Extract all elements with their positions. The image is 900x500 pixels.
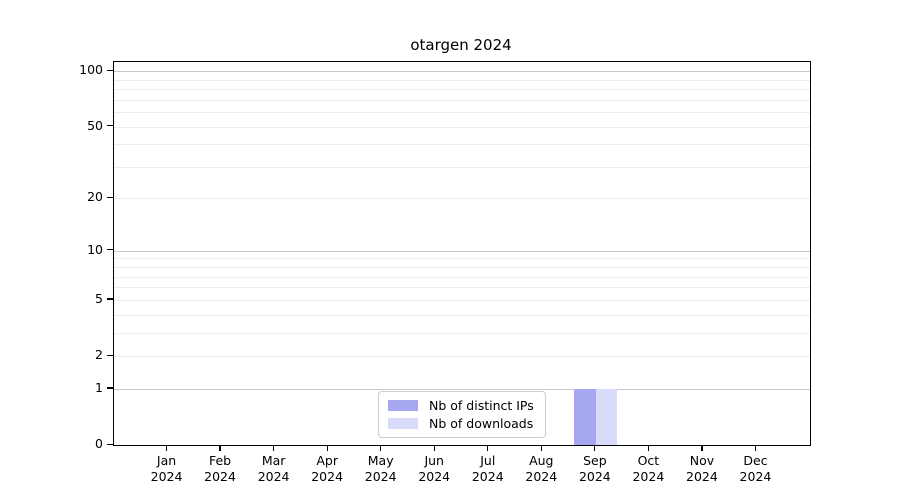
x-tick-label-apr: Apr 2024 <box>311 453 344 484</box>
gridline-minor-60 <box>114 112 810 114</box>
x-tick-jul <box>487 445 489 451</box>
x-tick-label-mar: Mar 2024 <box>257 453 290 484</box>
x-tick-label-oct: Oct 2024 <box>632 453 665 484</box>
y-tick-50 <box>107 125 113 127</box>
plot-area: Nb of distinct IPs Nb of downloads <box>113 61 811 446</box>
gridline-major-10 <box>114 250 810 252</box>
y-tick-0 <box>107 443 113 445</box>
x-tick-feb <box>219 445 221 451</box>
legend-label-downloads: Nb of downloads <box>429 416 534 431</box>
legend-item-downloads: Nb of downloads <box>388 416 536 431</box>
gridline-minor-4 <box>114 314 810 316</box>
x-tick-label-nov: Nov 2024 <box>686 453 718 484</box>
gridline-minor-6 <box>114 287 810 289</box>
x-tick-jun <box>433 445 435 451</box>
x-tick-label-may: May 2024 <box>364 453 397 484</box>
x-tick-may <box>380 445 382 451</box>
x-tick-oct <box>647 445 649 451</box>
gridline-minor-5 <box>114 299 810 301</box>
y-tick-10 <box>107 249 113 251</box>
x-tick-apr <box>326 445 328 451</box>
gridline-minor-70 <box>114 99 810 101</box>
gridline-minor-7 <box>114 276 810 278</box>
gridline-minor-50 <box>114 126 810 128</box>
bar-distinct-ips-sep <box>574 388 596 445</box>
y-tick-100 <box>107 69 113 71</box>
x-tick-aug <box>540 445 542 451</box>
y-tick-5 <box>107 298 113 300</box>
gridline-minor-90 <box>114 79 810 81</box>
legend-item-distinct-ips: Nb of distinct IPs <box>388 398 536 413</box>
gridline-major-1 <box>114 388 810 390</box>
legend-swatch-distinct-ips <box>388 400 418 411</box>
x-tick-dec <box>754 445 757 451</box>
x-tick-label-dec: Dec 2024 <box>739 453 772 484</box>
gridline-minor-2 <box>114 356 810 357</box>
x-tick-nov <box>701 445 703 451</box>
gridline-minor-30 <box>114 166 810 168</box>
x-tick-sep <box>594 445 596 451</box>
legend: Nb of distinct IPs Nb of downloads <box>378 391 546 438</box>
x-tick-jan <box>165 445 168 451</box>
legend-swatch-downloads <box>388 418 418 429</box>
gridline-minor-3 <box>114 332 810 334</box>
x-tick-mar <box>273 445 275 451</box>
x-tick-label-jan: Jan 2024 <box>150 453 183 484</box>
gridline-minor-80 <box>114 89 810 91</box>
x-tick-label-jul: Jul 2024 <box>471 453 504 484</box>
y-tick-label-50: 50 <box>87 117 103 133</box>
y-tick-label-10: 10 <box>87 241 103 257</box>
y-tick-label-5: 5 <box>95 290 103 306</box>
bar-downloads-sep <box>595 388 618 445</box>
x-tick-label-sep: Sep 2024 <box>578 453 611 484</box>
gridline-minor-20 <box>114 198 810 200</box>
gridline-minor-40 <box>114 144 810 146</box>
y-tick-label-20: 20 <box>87 189 103 205</box>
legend-label-distinct-ips: Nb of distinct IPs <box>429 398 534 413</box>
y-tick-1 <box>107 387 113 389</box>
y-tick-label-2: 2 <box>95 347 103 362</box>
y-tick-label-1: 1 <box>95 379 103 395</box>
gridline-major-100 <box>114 71 810 73</box>
y-tick-2 <box>107 354 113 356</box>
x-tick-label-feb: Feb 2024 <box>204 453 236 484</box>
gridline-minor-9 <box>114 258 810 260</box>
gridline-minor-8 <box>114 267 810 269</box>
x-tick-label-jun: Jun 2024 <box>418 453 451 484</box>
y-tick-label-100: 100 <box>79 62 103 78</box>
y-tick-20 <box>107 196 113 199</box>
y-tick-label-0: 0 <box>95 436 103 451</box>
x-tick-label-aug: Aug 2024 <box>525 453 558 484</box>
chart-title: otargen 2024 <box>410 36 512 54</box>
